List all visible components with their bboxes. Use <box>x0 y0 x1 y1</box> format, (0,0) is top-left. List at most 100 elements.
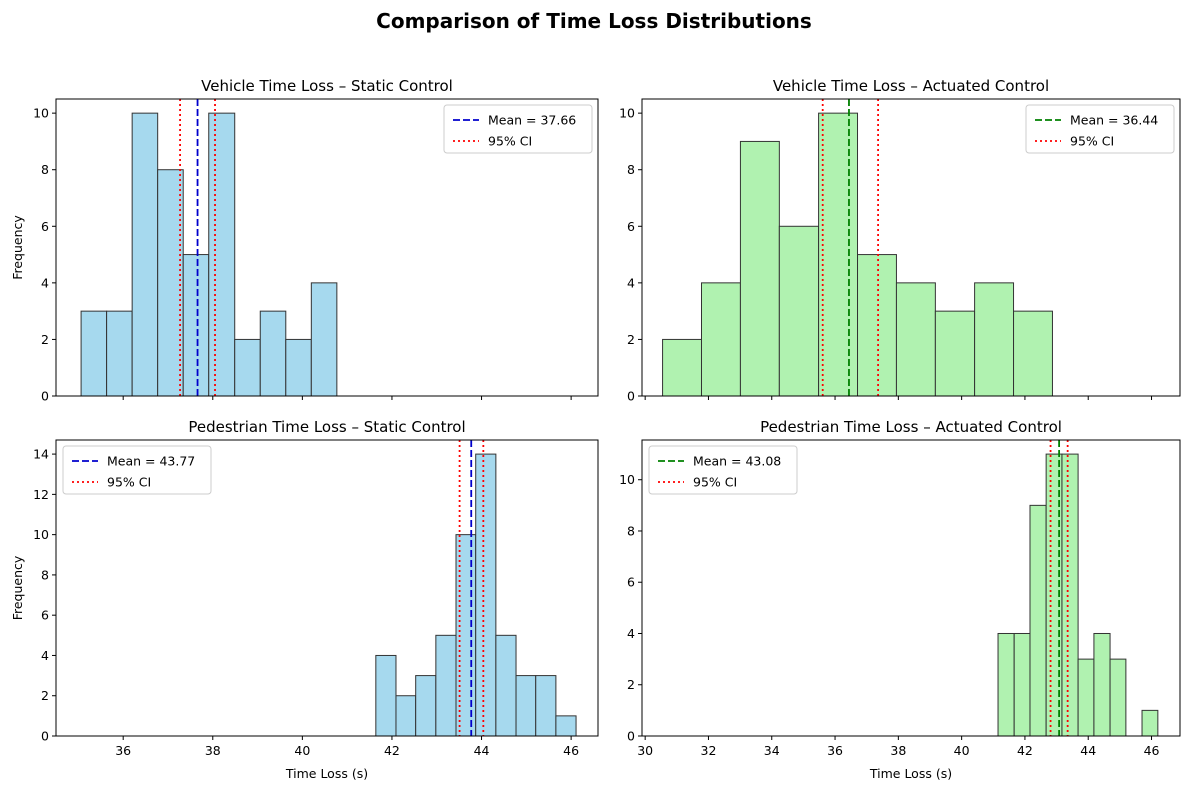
legend-mean-label: Mean = 36.44 <box>1070 113 1158 128</box>
histogram-bar <box>375 654 397 737</box>
histogram-bar <box>259 310 287 397</box>
chart-panel-1: Vehicle Time Loss – Static Control 0 2 4 6 8 1… <box>10 77 599 404</box>
y-tick-label: 2 <box>627 332 635 347</box>
y-tick-label: 8 <box>627 523 635 538</box>
histogram-bar <box>974 282 1015 397</box>
y-tick-label: 4 <box>627 626 635 641</box>
y-tick-label: 0 <box>627 729 635 744</box>
y-tick-label: 0 <box>41 389 49 404</box>
histogram-bar <box>106 310 133 397</box>
y-tick-label: 2 <box>41 332 49 347</box>
x-tick-label: 40 <box>294 743 310 758</box>
x-axis-label: Time Loss (s) <box>285 766 368 781</box>
panels: Vehicle Time Loss – Static Control024681… <box>10 77 1181 781</box>
legend: Mean = 37.66 95% CI <box>443 104 593 154</box>
histogram-bar <box>310 282 338 397</box>
histogram-bar <box>857 254 897 397</box>
legend: Mean = 36.44 95% CI <box>1025 104 1175 154</box>
legend: Mean = 43.77 95% CI <box>62 445 212 495</box>
panel-title: Pedestrian Time Loss – Actuated Control <box>760 418 1062 436</box>
x-tick-label: 44 <box>1080 743 1096 758</box>
y-tick-label: 12 <box>33 487 49 502</box>
histogram-bar <box>395 695 417 737</box>
histogram-bar <box>1141 709 1159 737</box>
histogram-bar <box>700 282 741 397</box>
y-tick-label: 6 <box>627 219 635 234</box>
axes-frame <box>641 98 1181 397</box>
histogram-bar <box>818 112 859 397</box>
histogram-bar <box>997 632 1015 737</box>
histogram-bar <box>1029 504 1047 737</box>
y-tick-label: 6 <box>41 608 49 623</box>
legend-ci-label: 95% CI <box>488 134 532 149</box>
axes-frame <box>641 439 1181 737</box>
histogram-bar <box>934 310 976 397</box>
panel-title: Vehicle Time Loss – Static Control <box>201 77 453 95</box>
y-tick-label: 4 <box>41 275 49 290</box>
y-tick-label: 4 <box>41 648 49 663</box>
axes-frame <box>55 98 599 397</box>
y-tick-label: 0 <box>627 389 635 404</box>
histogram-bar <box>475 453 497 737</box>
legend-box <box>443 104 593 154</box>
histogram-bar <box>495 634 517 737</box>
x-tick-label: 42 <box>1017 743 1033 758</box>
x-axis-label: Time Loss (s) <box>869 766 952 781</box>
panel-title: Pedestrian Time Loss – Static Control <box>188 418 465 436</box>
histogram-bar <box>80 310 108 397</box>
histogram-bar <box>515 675 537 737</box>
histogram-bar <box>415 675 437 737</box>
legend-mean-label: Mean = 43.77 <box>107 454 195 469</box>
histogram-bar <box>435 634 457 737</box>
x-tick-label: 42 <box>384 743 400 758</box>
x-tick-label: 46 <box>563 743 579 758</box>
x-tick-label: 34 <box>764 743 780 758</box>
y-tick-label: 14 <box>33 447 49 462</box>
x-tick-label: 40 <box>954 743 970 758</box>
x-tick-label: 36 <box>827 743 843 758</box>
y-tick-label: 6 <box>41 219 49 234</box>
histogram-bar <box>895 282 936 397</box>
legend-mean-label: Mean = 43.08 <box>693 454 781 469</box>
legend: Mean = 43.08 95% CI <box>648 445 798 495</box>
x-tick-label: 46 <box>1144 743 1160 758</box>
legend-ci-label: 95% CI <box>1070 134 1114 149</box>
histogram-bar <box>131 112 159 397</box>
histogram-bar <box>778 225 820 397</box>
chart-panel-3: Pedestrian Time Loss – Static Control 36 3… <box>10 418 599 781</box>
histogram-bar <box>1093 632 1111 737</box>
legend-ci-label: 95% CI <box>107 475 151 490</box>
legend-box <box>1025 104 1175 154</box>
axes-frame <box>55 439 599 737</box>
histogram-bar <box>1013 632 1031 737</box>
histogram-bar <box>555 715 577 737</box>
histogram-bar <box>157 169 184 397</box>
y-tick-label: 2 <box>627 677 635 692</box>
panel-title: Vehicle Time Loss – Actuated Control <box>773 77 1049 95</box>
y-tick-label: 2 <box>41 688 49 703</box>
x-tick-label: 32 <box>701 743 717 758</box>
histogram-bar <box>208 112 236 397</box>
chart-panel-4: Pedestrian Time Loss – Actuated Control 3… <box>619 418 1181 781</box>
histogram-bar <box>662 338 702 397</box>
histogram-bar <box>285 338 312 397</box>
histogram-bar <box>739 140 780 397</box>
y-tick-label: 8 <box>41 567 49 582</box>
histogram-bar <box>1077 658 1095 737</box>
x-tick-label: 44 <box>474 743 490 758</box>
x-tick-label: 38 <box>890 743 906 758</box>
legend-ci-label: 95% CI <box>693 475 737 490</box>
y-tick-label: 10 <box>33 527 49 542</box>
histogram-bar <box>1109 658 1127 737</box>
y-tick-label: 8 <box>41 162 49 177</box>
x-tick-label: 30 <box>637 743 653 758</box>
y-tick-label: 4 <box>627 275 635 290</box>
y-tick-label: 10 <box>33 106 49 121</box>
y-axis-label: Frequency <box>10 215 25 280</box>
figure-title: Comparison of Time Loss Distributions <box>376 9 812 33</box>
histogram-bar <box>234 338 261 397</box>
histogram-bar <box>182 254 210 397</box>
chart-panel-2: Vehicle Time Loss – Actuated Control 0 2 4 6… <box>619 77 1181 404</box>
y-tick-label: 6 <box>627 575 635 590</box>
